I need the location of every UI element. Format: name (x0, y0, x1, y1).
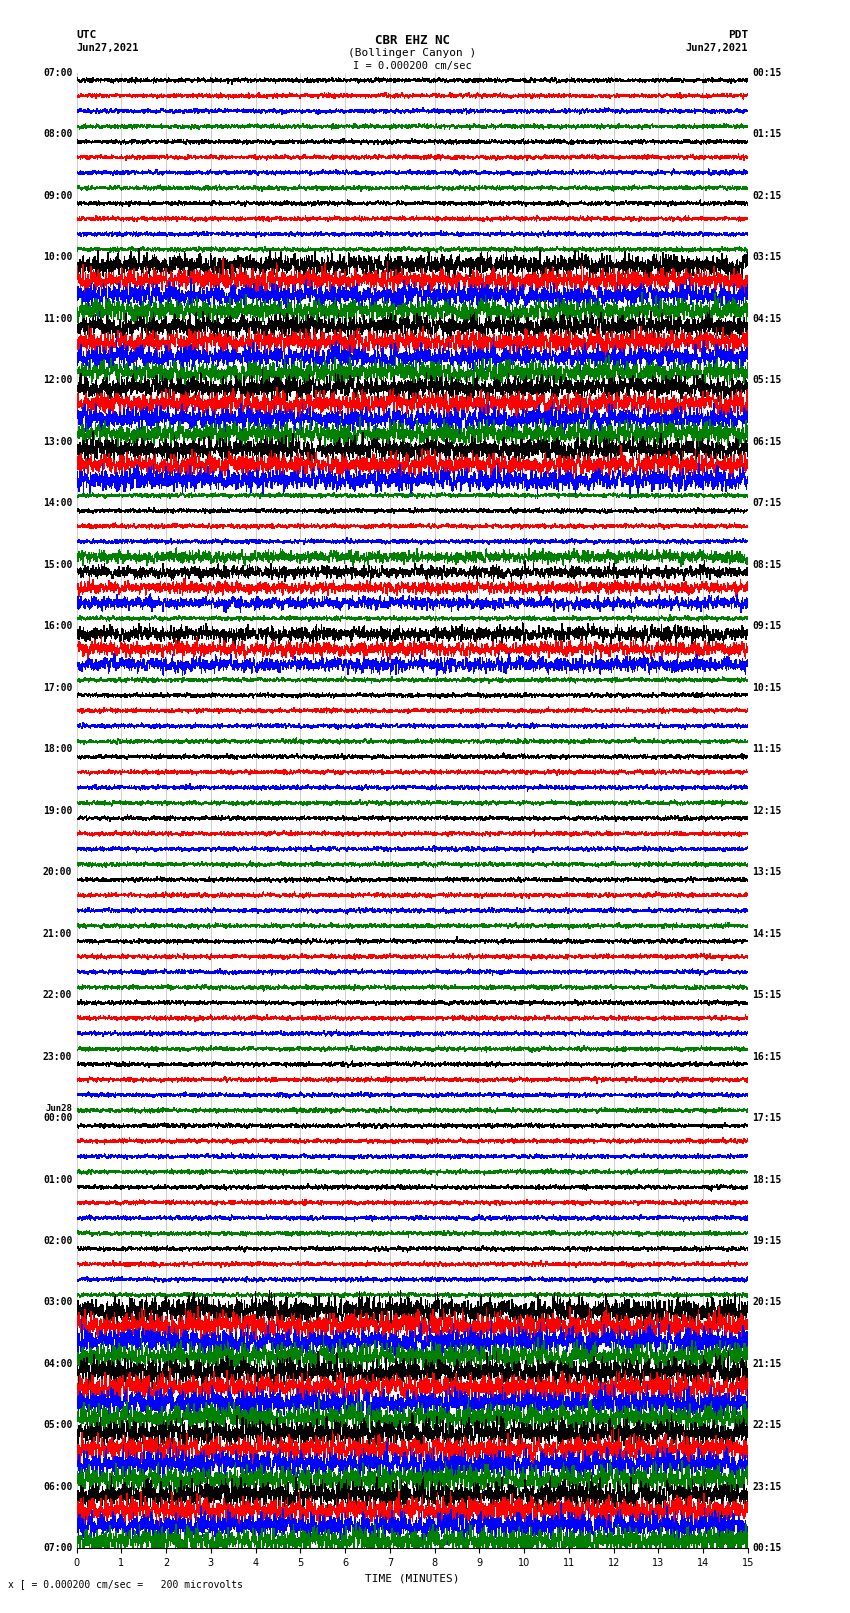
Text: 12:15: 12:15 (752, 805, 782, 816)
Text: x [ = 0.000200 cm/sec =   200 microvolts: x [ = 0.000200 cm/sec = 200 microvolts (8, 1579, 243, 1589)
Text: 11:00: 11:00 (42, 313, 72, 324)
Text: 02:15: 02:15 (752, 190, 782, 200)
Text: 03:15: 03:15 (752, 252, 782, 261)
Text: 04:00: 04:00 (42, 1360, 72, 1369)
Text: 20:15: 20:15 (752, 1297, 782, 1308)
Text: 12:00: 12:00 (42, 376, 72, 386)
Text: 03:00: 03:00 (42, 1297, 72, 1308)
Text: 20:00: 20:00 (42, 868, 72, 877)
Text: Jun28: Jun28 (45, 1103, 72, 1113)
Text: 10:00: 10:00 (42, 252, 72, 261)
Text: 02:00: 02:00 (42, 1236, 72, 1245)
Text: 21:15: 21:15 (752, 1360, 782, 1369)
Text: 22:00: 22:00 (42, 990, 72, 1000)
Text: 14:00: 14:00 (42, 498, 72, 508)
Text: 17:00: 17:00 (42, 682, 72, 692)
Text: 00:00: 00:00 (42, 1113, 72, 1123)
Text: 23:15: 23:15 (752, 1482, 782, 1492)
Text: 19:15: 19:15 (752, 1236, 782, 1245)
Text: 06:15: 06:15 (752, 437, 782, 447)
X-axis label: TIME (MINUTES): TIME (MINUTES) (365, 1574, 460, 1584)
Text: 06:00: 06:00 (42, 1482, 72, 1492)
Text: 01:00: 01:00 (42, 1174, 72, 1184)
Text: (Bollinger Canyon ): (Bollinger Canyon ) (348, 48, 476, 58)
Text: 17:15: 17:15 (752, 1113, 782, 1123)
Text: 13:15: 13:15 (752, 868, 782, 877)
Text: 13:00: 13:00 (42, 437, 72, 447)
Text: 18:15: 18:15 (752, 1174, 782, 1184)
Text: 14:15: 14:15 (752, 929, 782, 939)
Text: 07:00: 07:00 (42, 68, 72, 77)
Text: 05:00: 05:00 (42, 1421, 72, 1431)
Text: 11:15: 11:15 (752, 744, 782, 753)
Text: 21:00: 21:00 (42, 929, 72, 939)
Text: 08:00: 08:00 (42, 129, 72, 139)
Text: 08:15: 08:15 (752, 560, 782, 569)
Text: CBR EHZ NC: CBR EHZ NC (375, 34, 450, 47)
Text: 23:00: 23:00 (42, 1052, 72, 1061)
Text: I = 0.000200 cm/sec: I = 0.000200 cm/sec (353, 61, 472, 71)
Text: 00:15: 00:15 (752, 68, 782, 77)
Text: 15:15: 15:15 (752, 990, 782, 1000)
Text: 00:15: 00:15 (752, 1544, 782, 1553)
Text: 07:00: 07:00 (42, 1544, 72, 1553)
Text: 09:15: 09:15 (752, 621, 782, 631)
Text: 09:00: 09:00 (42, 190, 72, 200)
Text: 01:15: 01:15 (752, 129, 782, 139)
Text: 22:15: 22:15 (752, 1421, 782, 1431)
Text: 18:00: 18:00 (42, 744, 72, 753)
Text: 10:15: 10:15 (752, 682, 782, 692)
Text: 15:00: 15:00 (42, 560, 72, 569)
Text: Jun27,2021: Jun27,2021 (76, 44, 139, 53)
Text: 16:15: 16:15 (752, 1052, 782, 1061)
Text: 04:15: 04:15 (752, 313, 782, 324)
Text: 19:00: 19:00 (42, 805, 72, 816)
Text: 05:15: 05:15 (752, 376, 782, 386)
Text: 16:00: 16:00 (42, 621, 72, 631)
Text: 07:15: 07:15 (752, 498, 782, 508)
Text: PDT: PDT (728, 31, 748, 40)
Text: UTC: UTC (76, 31, 97, 40)
Text: Jun27,2021: Jun27,2021 (685, 44, 748, 53)
